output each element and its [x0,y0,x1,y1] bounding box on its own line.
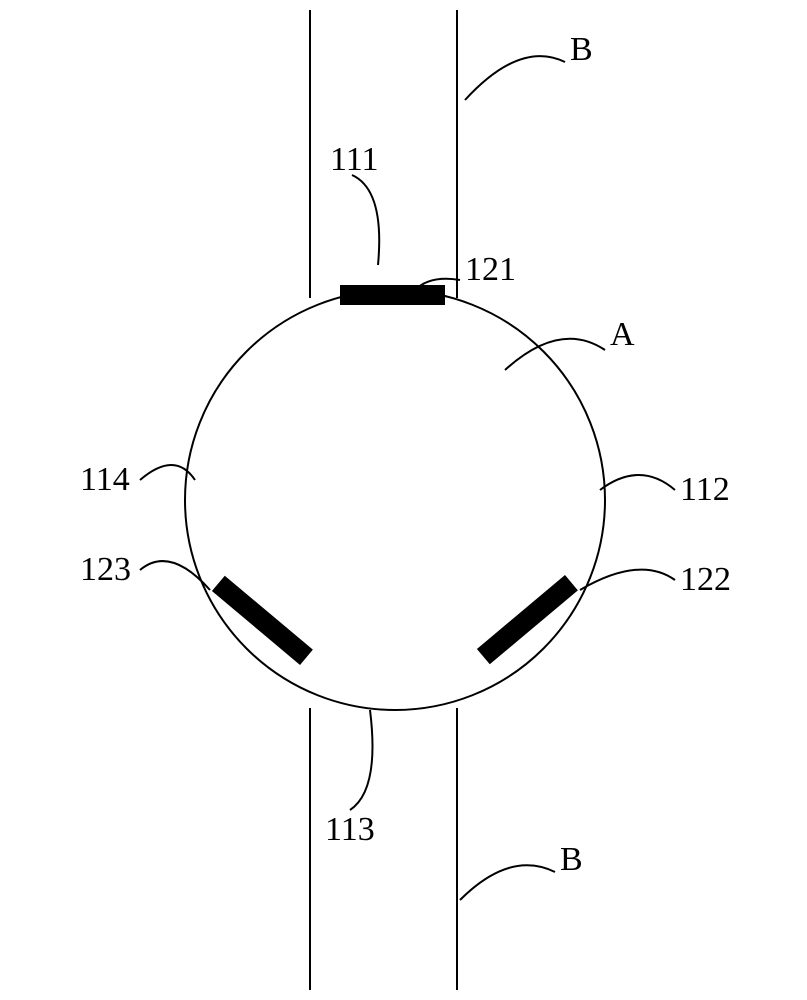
leader-122 [580,570,675,590]
label-122: 122 [680,561,731,598]
label-B-top: B [570,31,593,68]
bar-left [212,576,313,665]
leader-113 [350,710,373,810]
label-121: 121 [465,251,516,288]
label-A: A [610,316,635,353]
diagram-canvas: A B B 111 121 112 114 122 123 113 [0,0,807,1000]
leader-111 [352,175,379,265]
bar-right [477,575,578,664]
bar-top [340,285,445,305]
label-113: 113 [325,811,375,848]
main-circle [185,290,605,710]
label-114: 114 [80,461,130,498]
leader-112 [600,475,675,490]
label-123: 123 [80,551,131,588]
leader-B2 [460,865,555,900]
leader-B1 [465,56,565,100]
label-112: 112 [680,471,730,508]
label-111: 111 [330,141,378,178]
label-B-bottom: B [560,841,583,878]
